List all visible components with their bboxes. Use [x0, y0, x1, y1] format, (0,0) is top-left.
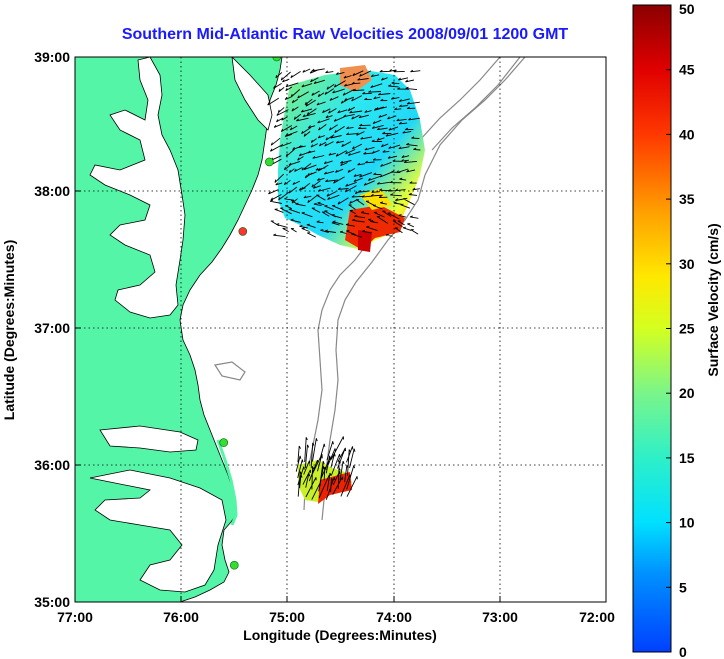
x-tick-label: 73:00 [482, 609, 518, 625]
pamlico-sound [89, 469, 227, 593]
map-frame [74, 56, 607, 603]
radar-station-marker [238, 227, 248, 236]
velocity-field-south [295, 436, 358, 504]
velocity-vectors-south [295, 436, 358, 500]
y-tick-label: 38:00 [34, 183, 70, 199]
radar-stations [219, 57, 282, 570]
x-tick-label: 72:00 [579, 609, 615, 625]
colorbar-tick-label: 35 [679, 191, 695, 207]
colorbar-tick-label: 5 [679, 579, 687, 595]
x-tick-label: 77:00 [57, 609, 93, 625]
y-tick-label: 39:00 [34, 49, 70, 65]
y-tick-label: 35:00 [34, 594, 70, 610]
colorbar-tick-label: 40 [679, 126, 695, 142]
map-plot-area [75, 57, 606, 602]
colorbar-label: Surface Velocity (cm/s) [705, 223, 721, 376]
colorbar-tick-label: 20 [679, 385, 695, 401]
axis-tick-marks [75, 190, 501, 602]
chesapeake-bay [89, 57, 186, 319]
radar-station-marker [219, 438, 228, 447]
map-title: Southern Mid-Atlantic Raw Velocities 200… [122, 26, 569, 43]
bathymetry-contours [214, 57, 526, 521]
colorbar-tick-label: 50 [679, 1, 695, 17]
colorbar-tick-label: 0 [679, 644, 687, 659]
x-tick-label: 75:00 [269, 609, 305, 625]
colorbar-tick-label: 45 [679, 62, 695, 78]
albemarle-sound [99, 425, 199, 453]
x-tick-label: 74:00 [376, 609, 412, 625]
velocity-vectors-north [267, 68, 421, 238]
x-tick-label: 76:00 [163, 609, 199, 625]
y-axis-label: Latitude (Degrees:Minutes) [1, 240, 17, 420]
colorbar-tick-label: 25 [679, 321, 695, 337]
radar-station-marker [265, 157, 274, 167]
colorbar-tick-label: 10 [679, 515, 695, 531]
y-tick-label: 36:00 [34, 457, 70, 473]
colorbar-gradient [632, 4, 672, 653]
radar-station-marker [230, 560, 239, 570]
x-axis-label: Longitude (Degrees:Minutes) [243, 627, 437, 643]
y-tick-labels: 39:00 38:00 37:00 36:00 35:00 [34, 49, 70, 610]
y-tick-label: 37:00 [34, 320, 70, 336]
velocity-field-north [267, 65, 425, 252]
radar-station-marker [272, 57, 282, 62]
x-tick-labels: 77:00 76:00 75:00 74:00 73:00 72:00 [57, 609, 615, 625]
colorbar-tick-label: 30 [679, 256, 695, 272]
outer-banks [216, 439, 238, 526]
colorbar-tick-label: 15 [679, 450, 695, 466]
map-grid [75, 57, 606, 602]
delaware-bay [231, 57, 273, 131]
